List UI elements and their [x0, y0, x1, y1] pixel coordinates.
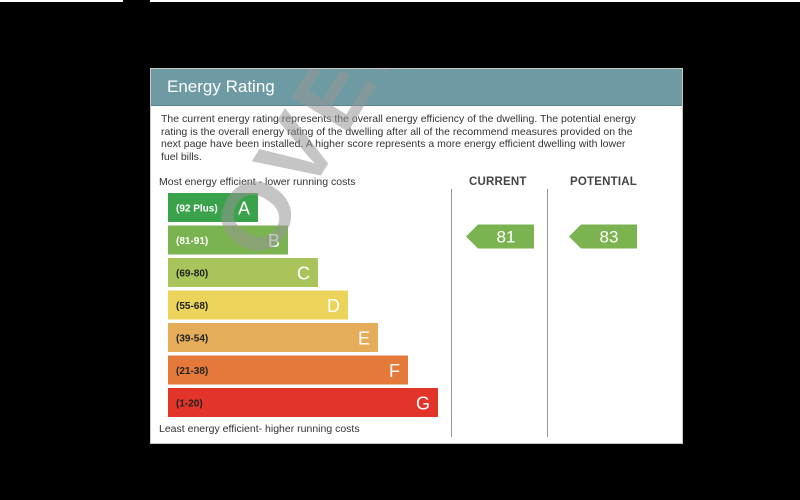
band-d-letter: D — [327, 296, 340, 316]
intro-text: The current energy rating represents the… — [161, 113, 636, 163]
band-d-bar — [168, 290, 348, 320]
band-b-letter: B — [268, 231, 280, 251]
potential-rating-arrow — [569, 224, 637, 249]
card-header: Energy Rating — [151, 69, 682, 106]
band-e-bar — [168, 323, 378, 352]
band-g-bar — [168, 388, 438, 417]
band-c-range: (69-80) — [176, 269, 208, 280]
column-header-current: CURRENT — [469, 176, 527, 188]
potential-rating-value: 83 — [600, 228, 619, 247]
energy-rating-card: Energy Rating The current energy rating … — [150, 68, 683, 444]
band-a-range: (92 Plus) — [176, 204, 218, 215]
band-f-range: (21-38) — [176, 366, 208, 377]
card-title: Energy Rating — [167, 77, 275, 96]
band-e-letter: E — [358, 329, 370, 349]
band-c-letter: C — [297, 264, 310, 284]
column-divider-right — [547, 189, 548, 437]
caption-least-efficient: Least energy efficient- higher running c… — [159, 423, 360, 435]
column-divider-left — [451, 189, 452, 437]
band-f-letter: F — [389, 361, 400, 381]
band-f-bar — [168, 355, 408, 385]
top-strip — [150, 0, 800, 2]
top-strip-left — [0, 0, 123, 2]
band-a-bar — [168, 193, 258, 222]
current-rating-arrow — [466, 224, 534, 249]
energy-rating-chart: (92 Plus) A (81-91) B (69-80) C (55-68) D (39-54… — [168, 193, 637, 417]
caption-most-efficient: Most energy efficient - lower running co… — [159, 176, 356, 188]
band-b-range: (81-91) — [176, 236, 208, 247]
band-a-letter: A — [238, 199, 250, 219]
band-b-bar — [168, 225, 288, 255]
band-d-range: (55-68) — [176, 301, 208, 312]
band-c-bar — [168, 258, 318, 287]
band-g-range: (1-20) — [176, 399, 203, 410]
band-e-range: (39-54) — [176, 334, 208, 345]
band-g-letter: G — [416, 394, 430, 414]
current-rating-value: 81 — [497, 228, 516, 247]
column-header-potential: POTENTIAL — [570, 176, 637, 188]
